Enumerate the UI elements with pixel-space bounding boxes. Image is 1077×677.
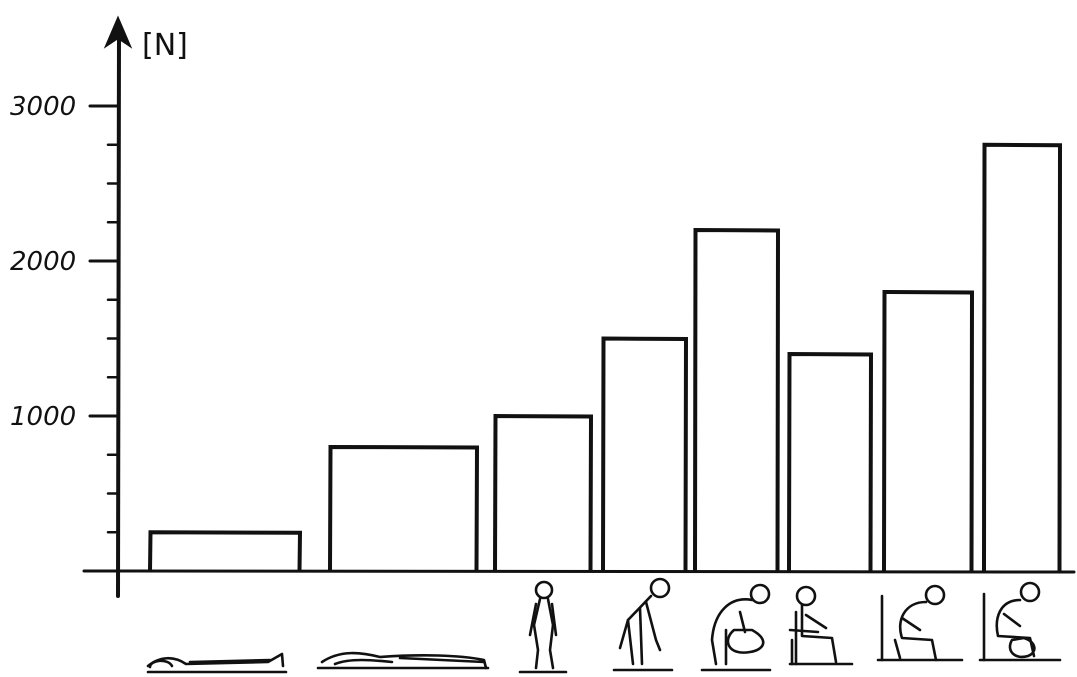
bar-standing-bent-lifting [693, 227, 781, 572]
labels-layer: 1000 2000 3000 [N] [10, 28, 188, 432]
bar-lying-supine [148, 530, 303, 572]
lying-reclined-icon [316, 651, 490, 670]
y-tick-label: 2000 [10, 247, 76, 277]
sitting-upright-icon [788, 585, 854, 666]
standing-icon [518, 580, 568, 674]
sitting-bent-forward-icon [876, 584, 964, 662]
icons-layer [146, 577, 1062, 674]
y-tick-label: 1000 [10, 402, 76, 432]
bar-standing-bent-forward [601, 336, 689, 572]
bar-sitting-bent-forward [882, 289, 975, 572]
bar-sitting-upright [787, 351, 874, 572]
y-tick-label: 3000 [10, 92, 76, 122]
standing-bent-forward-icon [612, 577, 674, 672]
y-axis-line [116, 28, 121, 598]
y-axis-unit-label: [N] [142, 28, 188, 63]
y-axis-arrowhead [103, 15, 133, 49]
sitting-bent-lifting-icon [978, 581, 1062, 662]
x-axis-line [82, 569, 1076, 574]
standing-bent-lifting-icon [700, 583, 772, 672]
axes-layer [82, 15, 1076, 598]
bar-sitting-bent-lifting [982, 142, 1063, 572]
bars-layer [148, 142, 1063, 572]
bar-lying-reclined [328, 444, 480, 572]
lying-supine-icon [146, 652, 288, 674]
bar-standing [493, 413, 594, 572]
